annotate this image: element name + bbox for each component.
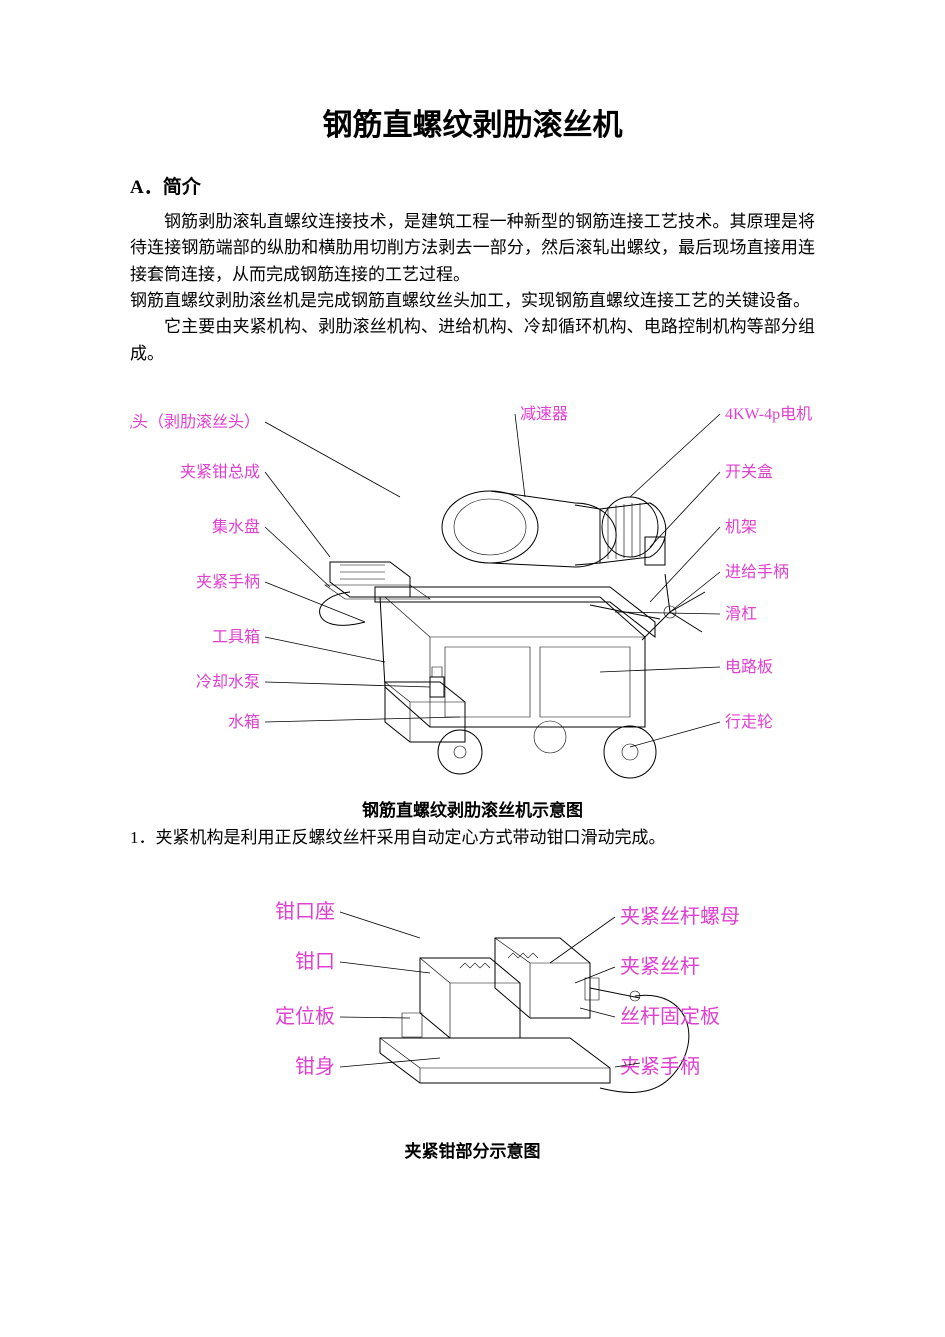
diagram-label: 定位板 [275, 1005, 335, 1028]
clamp-svg: 钳口座钳口定位板钳身 夹紧丝杆螺母夹紧丝杆丝杆固定板夹紧手柄 [130, 868, 815, 1128]
diagram-label: 钳口座 [275, 900, 335, 923]
diagram-machine: 机头（剥肋滚丝头） 夹紧钳总成集水盘夹紧手柄工具箱冷却水泵水箱 减速器 4KW-4p电… [130, 387, 815, 792]
diagram-label: 丝杆固定板 [620, 1005, 720, 1028]
diagram-label: 夹紧丝杆螺母 [620, 905, 740, 928]
diagram-label: 夹紧钳总成 [180, 463, 260, 481]
diagram-label: 开关盒 [725, 463, 773, 481]
diagram-label: 机架 [725, 518, 757, 536]
diagram-label: 冷却水泵 [196, 673, 260, 691]
list-item-1: 1．夹紧机构是利用正反螺纹丝杆采用自动定心方式带动钳口滑动完成。 [130, 823, 815, 848]
paragraph-3: 它主要由夹紧机构、剥肋滚丝机构、进给机构、冷却循环机构、电路控制机构等部分组成。 [130, 314, 815, 367]
diagram-label: 夹紧丝杆 [620, 955, 700, 978]
diagram1-caption: 钢筋直螺纹剥肋滚丝机示意图 [130, 796, 815, 821]
machine-svg: 机头（剥肋滚丝头） 夹紧钳总成集水盘夹紧手柄工具箱冷却水泵水箱 减速器 4KW-4p电… [130, 387, 815, 787]
paragraph-2: 钢筋直螺纹剥肋滚丝机是完成钢筋直螺纹丝头加工，实现钢筋直螺纹连接工艺的关键设备。 [130, 288, 815, 314]
diagram-label: 进给手柄 [725, 563, 789, 581]
diagram-label: 水箱 [228, 713, 260, 731]
diagram-label: 夹紧手柄 [620, 1055, 700, 1078]
diagram-label: 机头（剥肋滚丝头） [130, 413, 260, 431]
diagram-label: 钳口 [295, 950, 335, 973]
page-title: 钢筋直螺纹剥肋滚丝机 [130, 100, 815, 144]
paragraph-1: 钢筋剥肋滚轧直螺纹连接技术，是建筑工程一种新型的钢筋连接工艺技术。其原理是将待连… [130, 209, 815, 288]
diagram-label: 电路板 [725, 658, 773, 676]
diagram-label: 行走轮 [725, 713, 773, 731]
diagram-label: 钳身 [295, 1055, 335, 1078]
diagram-label: 集水盘 [212, 517, 260, 536]
diagram-label: 滑杠 [725, 605, 757, 623]
diagram-label: 减速器 [520, 405, 568, 423]
diagram-label: 工具箱 [212, 628, 260, 646]
document-page: 钢筋直螺纹剥肋滚丝机 A．简介 钢筋剥肋滚轧直螺纹连接技术，是建筑工程一种新型的… [0, 0, 945, 1337]
section-a-heading: A．简介 [130, 172, 815, 199]
diagram-label: 4KW-4p电机 [725, 405, 812, 423]
diagram-clamp: 钳口座钳口定位板钳身 夹紧丝杆螺母夹紧丝杆丝杆固定板夹紧手柄 [130, 868, 815, 1133]
diagram2-caption: 夹紧钳部分示意图 [130, 1137, 815, 1162]
diagram-label: 夹紧手柄 [196, 573, 260, 591]
